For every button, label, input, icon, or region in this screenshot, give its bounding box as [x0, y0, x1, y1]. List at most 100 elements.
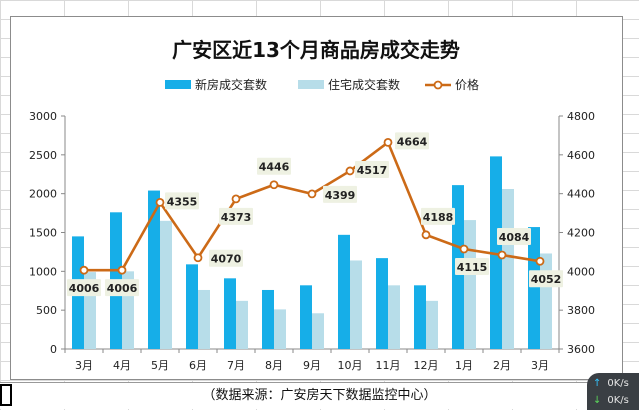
price-label-box: [257, 157, 291, 175]
bar-residential: [236, 300, 248, 349]
y-right-tick-label: 4400: [567, 188, 595, 201]
chart-price-line: [79, 138, 545, 275]
price-label-box: [455, 258, 489, 276]
x-tick-label: 7月: [227, 359, 245, 372]
x-tick-label: 8月: [265, 359, 283, 372]
price-point: [193, 253, 203, 263]
legend-label: 住宅成交套数: [328, 77, 400, 92]
price-label: 4446: [259, 161, 290, 174]
price-point: [497, 250, 507, 260]
price-label: 4355: [167, 195, 198, 208]
bar-residential: [388, 285, 400, 349]
x-tick-label: 2月: [493, 359, 511, 372]
bar-new-house: [262, 289, 274, 349]
price-label: 4070: [211, 253, 242, 266]
x-tick-label: 9月: [303, 359, 321, 372]
bar-new-house: [528, 227, 540, 349]
price-point: [535, 256, 545, 266]
price-label-box: [67, 279, 101, 297]
price-label: 4188: [423, 211, 454, 224]
bar-residential: [312, 313, 324, 349]
legend-marker: [433, 80, 443, 90]
price-point: [383, 138, 393, 147]
bar-new-house: [148, 190, 160, 349]
x-tick-label: 1月: [455, 359, 473, 372]
bar-new-house: [490, 156, 502, 349]
bar-residential: [540, 253, 552, 349]
price-point: [307, 189, 317, 199]
chart-axes: 0 500 1000 1500 2000 2500 3000 3600 3800 4000 4200…: [29, 110, 595, 372]
price-label: 4373: [221, 211, 252, 224]
bar-new-house: [300, 285, 312, 349]
y-right-tick-label: 4000: [567, 265, 595, 278]
price-point: [459, 244, 469, 254]
price-point: [117, 265, 127, 275]
x-tick-label: 11月: [376, 359, 401, 372]
price-label-box: [395, 132, 429, 150]
price-label-box: [323, 185, 357, 203]
chart-svg: 广安区近13个月商品房成交走势 新房成交套数 住宅成交套数 价格 0 500 1000 1…: [29, 38, 595, 372]
x-tick-label: 12月: [414, 359, 439, 372]
download-speed: 0K/s: [607, 395, 629, 406]
data-source-caption: （数据来源：广安房天下数据监控中心）: [0, 382, 639, 409]
legend-label: 新房成交套数: [195, 77, 267, 92]
price-label-box: [209, 249, 243, 267]
price-label: 4052: [531, 273, 562, 286]
bar-residential: [198, 289, 210, 349]
x-tick-label: 3月: [531, 359, 549, 372]
price-point: [79, 265, 89, 275]
price-label-box: [421, 207, 455, 225]
bar-new-house: [224, 278, 236, 349]
price-point: [231, 194, 241, 204]
bar-new-house: [376, 258, 388, 349]
y-left-tick-label: 1000: [29, 265, 57, 278]
price-point: [345, 166, 355, 176]
x-tick-label: 4月: [113, 359, 131, 372]
x-tick-label: 10月: [338, 359, 363, 372]
bar-residential: [274, 309, 286, 349]
x-tick-label: 6月: [189, 359, 207, 372]
chart-title: 广安区近13个月商品房成交走势: [172, 38, 460, 62]
bar-residential: [160, 220, 172, 349]
bar-residential: [426, 300, 438, 349]
price-label: 4006: [107, 282, 138, 295]
bar-new-house: [414, 285, 426, 349]
price-label: 4399: [325, 189, 356, 202]
y-left-tick-label: 1500: [29, 227, 57, 240]
bar-residential: [502, 189, 514, 349]
price-point: [155, 198, 165, 207]
price-label-box: [105, 279, 139, 297]
y-left-tick-label: 2000: [29, 188, 57, 201]
price-label-box: [497, 228, 531, 246]
price-label-box: [355, 160, 389, 178]
network-speed-widget[interactable]: ↑ 0K/s ↓ 0K/s: [587, 373, 639, 410]
y-left-tick-label: 2500: [29, 149, 57, 162]
x-tick-label: 3月: [75, 359, 93, 372]
y-right-tick-label: 3600: [567, 343, 595, 356]
bar-new-house: [186, 264, 198, 349]
price-label: 4664: [397, 135, 428, 148]
y-right-tick-label: 4800: [567, 110, 595, 123]
y-left-tick-label: 3000: [29, 110, 57, 123]
legend-swatch: [165, 80, 191, 89]
price-label-box: [219, 207, 253, 225]
y-left-tick-label: 0: [50, 343, 57, 356]
cell-cursor[interactable]: [0, 384, 12, 406]
upload-speed: 0K/s: [607, 378, 629, 389]
bar-new-house: [338, 234, 350, 349]
price-label: 4517: [357, 164, 388, 177]
price-label: 4006: [69, 282, 100, 295]
bar-residential: [350, 260, 362, 349]
chart-legend: 新房成交套数 住宅成交套数 价格: [165, 77, 479, 92]
download-arrow-icon: ↓: [593, 395, 602, 406]
price-point: [269, 180, 279, 190]
y-right-tick-label: 4200: [567, 227, 595, 240]
x-tick-label: 5月: [151, 359, 169, 372]
y-right-tick-label: 3800: [567, 304, 595, 317]
legend-label: 价格: [455, 77, 479, 92]
chart-area[interactable]: 广安区近13个月商品房成交走势 新房成交套数 住宅成交套数 价格 0 500 1000 1…: [10, 16, 623, 380]
upload-arrow-icon: ↑: [593, 378, 602, 389]
price-label-box: [529, 270, 563, 288]
price-point: [421, 230, 431, 240]
